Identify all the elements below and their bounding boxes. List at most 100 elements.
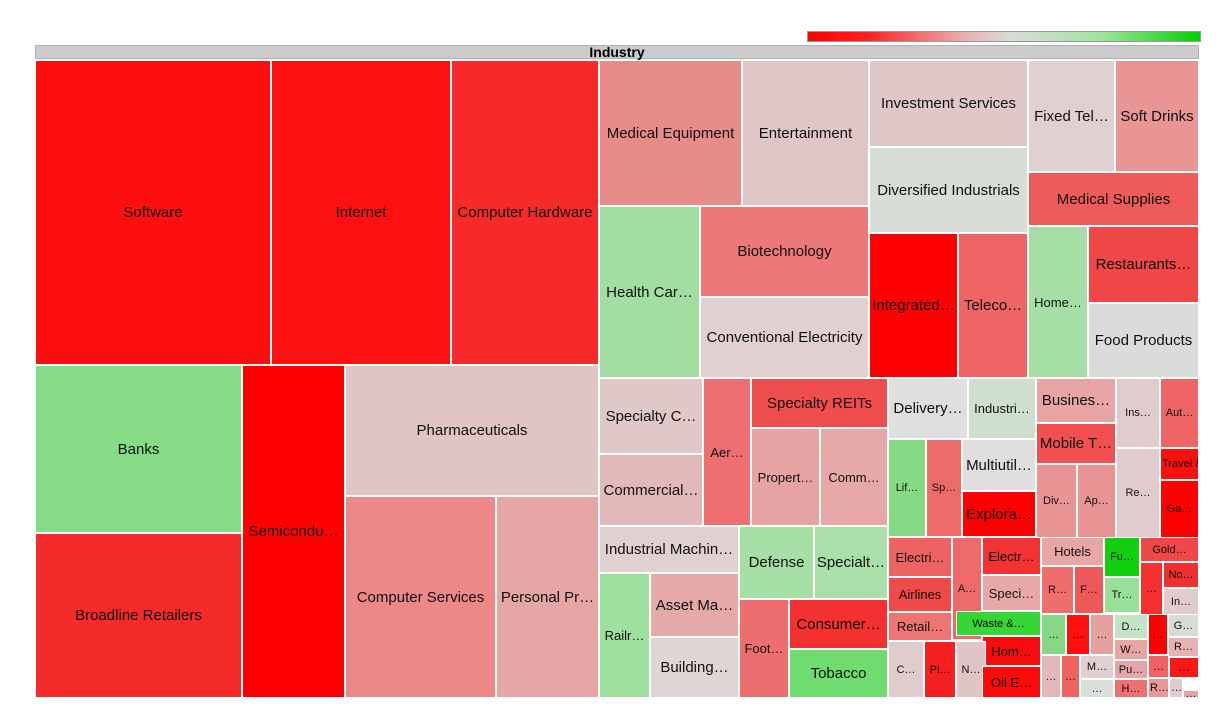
treemap-cell[interactable]: Speci…	[982, 575, 1041, 611]
treemap-cell[interactable]: No…	[1163, 562, 1199, 588]
treemap-cell[interactable]: …	[1148, 614, 1168, 655]
treemap-cell[interactable]: Computer Services	[345, 496, 496, 698]
treemap-cell[interactable]: Soft Drinks	[1115, 60, 1199, 172]
treemap-cell[interactable]: In…	[1163, 588, 1199, 616]
treemap-cell-label: Personal Pr…	[500, 588, 595, 606]
treemap-cell[interactable]: Computer Hardware	[451, 60, 599, 365]
treemap-cell[interactable]: …	[1169, 678, 1183, 698]
treemap-cell[interactable]: …	[1183, 690, 1199, 698]
treemap-cell[interactable]: Waste &…	[956, 611, 1041, 636]
treemap-cell[interactable]: …	[1061, 655, 1080, 698]
treemap-cell[interactable]: …	[1066, 614, 1090, 655]
treemap-cell[interactable]: Tr…	[1104, 577, 1140, 613]
treemap-cell[interactable]: Airlines	[888, 577, 952, 612]
treemap-cell[interactable]: Banks	[35, 365, 242, 533]
treemap-cell-label: Aer…	[710, 444, 744, 460]
treemap-cell[interactable]: Travel &…	[1160, 448, 1199, 480]
treemap-cell[interactable]: Aut…	[1160, 378, 1199, 448]
treemap-cell[interactable]: Pharmaceuticals	[345, 365, 599, 496]
treemap-cell[interactable]: …	[1169, 657, 1199, 678]
treemap-cell[interactable]: Industri…	[968, 378, 1036, 439]
treemap-cell[interactable]: Hotels	[1041, 537, 1104, 566]
treemap-cell[interactable]: Teleco…	[958, 233, 1028, 378]
treemap-cell[interactable]: R…	[1168, 637, 1199, 657]
treemap-cell[interactable]: Lif…	[888, 439, 926, 537]
treemap-cell[interactable]: Electr…	[982, 537, 1041, 575]
treemap-cell[interactable]: Conventional Electricity	[700, 297, 869, 378]
treemap-cell-label: Industri…	[974, 401, 1030, 416]
treemap-cell[interactable]: Medical Equipment	[599, 60, 742, 206]
treemap-cell[interactable]: Ins…	[1116, 378, 1160, 448]
treemap-cell[interactable]: Pi…	[924, 641, 956, 698]
treemap-cell[interactable]: …	[1148, 655, 1169, 678]
treemap-cell[interactable]: Industrial Machin…	[599, 526, 739, 573]
treemap-cell-label: Propert…	[757, 469, 814, 485]
treemap-cell[interactable]: W…	[1114, 639, 1148, 660]
treemap-cell[interactable]: Electri…	[888, 537, 952, 577]
treemap-cell[interactable]: Commercial…	[599, 454, 703, 526]
treemap-cell[interactable]: Fixed Tel…	[1028, 60, 1115, 172]
treemap-cell[interactable]: D…	[1114, 614, 1148, 639]
treemap-cell[interactable]: Broadline Retailers	[35, 533, 242, 698]
treemap-cell[interactable]: Busines…	[1036, 378, 1116, 423]
treemap-cell[interactable]: Sp…	[926, 439, 962, 537]
treemap-cell[interactable]: …	[1080, 679, 1114, 698]
treemap-cell[interactable]: H…	[1114, 679, 1148, 698]
treemap-cell[interactable]: Foot…	[739, 599, 789, 698]
treemap-cell[interactable]: …	[1041, 655, 1061, 698]
treemap-cell[interactable]: Delivery…	[888, 378, 968, 439]
treemap-cell[interactable]: Ga…	[1160, 480, 1199, 538]
treemap-cell[interactable]: Biotechnology	[700, 206, 869, 297]
treemap-cell[interactable]: Specialty REITs	[751, 378, 888, 428]
treemap-cell[interactable]: C…	[888, 641, 924, 698]
treemap-cell[interactable]: …	[1090, 614, 1114, 655]
treemap-cell[interactable]: R…	[1041, 566, 1074, 614]
treemap-cell[interactable]: Oil E…	[982, 666, 1041, 698]
treemap-cell[interactable]: Specialty C…	[599, 378, 703, 454]
treemap-cell[interactable]: Building…	[650, 637, 739, 698]
treemap-cell[interactable]: G…	[1168, 614, 1199, 637]
treemap-cell[interactable]: M…	[1080, 655, 1114, 679]
treemap-cell[interactable]: Railr…	[599, 573, 650, 698]
treemap-cell[interactable]: Ap…	[1077, 464, 1116, 538]
treemap-cell[interactable]: Medical Supplies	[1028, 172, 1199, 226]
treemap-cell[interactable]: Mobile T…	[1036, 423, 1116, 464]
treemap-cell[interactable]: Consumer…	[789, 599, 888, 649]
treemap-cell[interactable]: Internet	[271, 60, 451, 365]
treemap-cell[interactable]: Entertainment	[742, 60, 869, 206]
treemap-cell[interactable]: Defense	[739, 526, 814, 599]
treemap-cell[interactable]: Explora…	[962, 491, 1036, 537]
treemap-cell[interactable]: Specialt…	[814, 526, 888, 599]
treemap-cell[interactable]: N…	[956, 641, 986, 698]
treemap-cell[interactable]: Propert…	[751, 428, 820, 526]
treemap-cell[interactable]: …	[1140, 562, 1163, 615]
treemap-cell[interactable]: Integrated…	[869, 233, 958, 378]
treemap-cell[interactable]: Personal Pr…	[496, 496, 599, 698]
treemap-cell[interactable]: Retail…	[888, 612, 952, 641]
treemap-cell[interactable]: Semicondu…	[242, 365, 345, 698]
treemap-cell[interactable]: Aer…	[703, 378, 751, 526]
treemap-cell[interactable]: Investment Services	[869, 60, 1028, 147]
treemap-cell[interactable]: Re…	[1116, 448, 1160, 538]
treemap-cell[interactable]: Pu…	[1114, 660, 1148, 679]
treemap-cell[interactable]: Health Car…	[599, 206, 700, 378]
treemap-cell[interactable]: Tobacco	[789, 649, 888, 698]
treemap-cell[interactable]: …	[1041, 614, 1066, 655]
treemap-cell[interactable]: Software	[35, 60, 271, 365]
treemap-cell[interactable]: F…	[1074, 566, 1104, 614]
treemap-cell[interactable]: Restaurants…	[1088, 226, 1199, 303]
treemap-cell-label: Lif…	[895, 482, 919, 494]
treemap-cell[interactable]: Home…	[1028, 226, 1088, 378]
treemap-cell-label: Multiutil…	[966, 456, 1032, 474]
treemap-cell[interactable]: Diversified Industrials	[869, 147, 1028, 233]
treemap-cell[interactable]: Food Products	[1088, 303, 1199, 378]
treemap-cell[interactable]: Comm…	[820, 428, 888, 526]
treemap-cell[interactable]: Fu…	[1104, 537, 1140, 577]
treemap-cell[interactable]: R…	[1148, 678, 1169, 698]
treemap-cell[interactable]: Hom…	[982, 636, 1041, 666]
treemap-cell[interactable]: Multiutil…	[962, 439, 1036, 491]
treemap-cell[interactable]: Asset Ma…	[650, 573, 739, 637]
treemap-cell[interactable]: Div…	[1036, 464, 1077, 538]
treemap-cell-label: Pi…	[929, 663, 951, 676]
treemap-cell[interactable]: Gold…	[1140, 537, 1199, 562]
